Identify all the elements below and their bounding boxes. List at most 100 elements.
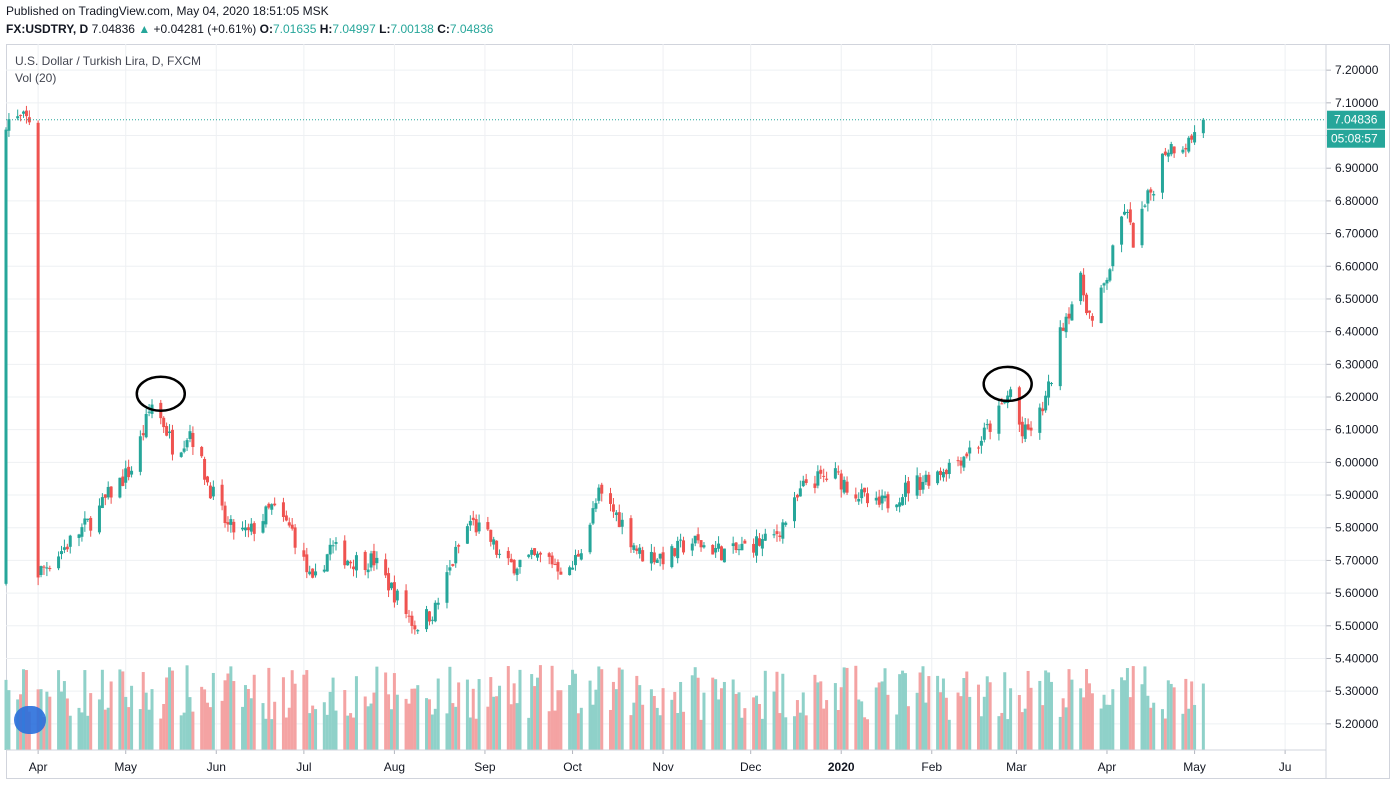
- volume-bar: [448, 666, 452, 750]
- candle-body: [57, 556, 61, 569]
- candle-body: [305, 554, 309, 573]
- candle-body: [760, 539, 764, 549]
- volume-bar: [597, 666, 601, 750]
- volume-bar: [1038, 680, 1042, 750]
- y-tick-label: 6.20000: [1335, 390, 1379, 404]
- candle-body: [903, 482, 907, 497]
- x-tick-label: 2020: [828, 760, 855, 774]
- candle-body: [1149, 189, 1153, 193]
- volume-bar: [425, 698, 429, 750]
- candle-body: [369, 553, 373, 568]
- volume-bar: [591, 704, 595, 750]
- volume-bar: [451, 703, 455, 750]
- candle-body: [1108, 269, 1112, 281]
- volume-bar: [1047, 672, 1051, 750]
- volume-bar: [392, 673, 396, 750]
- candle-body: [860, 489, 864, 499]
- candle-body: [1184, 147, 1188, 150]
- volume-bar: [1026, 670, 1030, 750]
- volume-bar: [267, 667, 271, 750]
- last-price: 7.04836: [91, 22, 135, 36]
- candle-body: [103, 494, 107, 498]
- volume-bar: [168, 667, 172, 750]
- volume-bar: [477, 679, 481, 750]
- candle-body: [1090, 315, 1094, 321]
- x-tick-label: Jul: [296, 760, 311, 774]
- y-tick-label: 6.90000: [1335, 161, 1379, 175]
- volume-bar: [1122, 680, 1126, 750]
- volume-bar: [536, 677, 540, 750]
- candle-body: [711, 545, 715, 555]
- volume-bar: [243, 685, 247, 750]
- candle-body: [492, 539, 496, 545]
- volume-bar: [203, 689, 207, 750]
- candle-body: [1061, 327, 1065, 331]
- candle-body: [1187, 137, 1191, 152]
- volume-bar: [863, 717, 867, 750]
- volume-bar: [901, 670, 905, 750]
- candle-body: [410, 615, 414, 626]
- candle-body: [200, 446, 204, 457]
- volume-bar: [1003, 672, 1007, 750]
- volume-bar: [833, 683, 837, 750]
- candle-body: [1131, 222, 1135, 248]
- volume-bar: [264, 718, 268, 750]
- candle-body: [924, 474, 928, 483]
- y-tick-label: 5.80000: [1335, 521, 1379, 535]
- volume-bar: [784, 717, 788, 750]
- tradingview-logo-icon[interactable]: [14, 706, 46, 734]
- x-tick-label: May: [1183, 760, 1206, 774]
- volume-bar: [179, 715, 183, 750]
- candle-body: [1152, 194, 1156, 196]
- candle-body: [387, 573, 391, 591]
- y-tick-label: 5.70000: [1335, 553, 1379, 567]
- candle-body: [1017, 387, 1021, 425]
- volume-bar: [252, 674, 256, 750]
- volume-bar: [220, 700, 224, 750]
- candle-body: [109, 486, 113, 498]
- volume-bar: [579, 707, 583, 750]
- volume-bar: [804, 715, 808, 750]
- volume-bar: [825, 700, 829, 750]
- candle-body: [997, 405, 1001, 434]
- candle-body: [968, 447, 972, 454]
- volume-bar: [474, 718, 478, 750]
- candle-body: [714, 547, 718, 553]
- candle-body: [311, 568, 315, 578]
- volume-bar: [7, 690, 11, 750]
- candle-body: [836, 471, 840, 473]
- volume-bar: [430, 714, 434, 750]
- x-tick-label: Feb: [921, 760, 942, 774]
- candle-body: [877, 496, 881, 505]
- candle-body: [819, 469, 823, 474]
- volume-bar: [947, 719, 951, 750]
- candle-body: [445, 572, 449, 603]
- volume-bar: [772, 691, 776, 750]
- candle-body: [1029, 427, 1033, 431]
- x-tick-label: Dec: [740, 760, 761, 774]
- candle-body: [68, 535, 72, 547]
- volume-bar: [568, 685, 572, 750]
- candle-body: [1026, 424, 1030, 430]
- candle-body: [144, 414, 148, 438]
- volume-bar: [530, 674, 534, 750]
- volume-bar: [655, 707, 659, 750]
- candle-body: [349, 561, 353, 564]
- candle-body: [1172, 146, 1176, 154]
- candle-body: [652, 552, 656, 563]
- volume-bar: [270, 719, 274, 750]
- candle-body: [550, 555, 554, 565]
- volume-bar: [200, 686, 204, 750]
- volume-bar: [150, 689, 154, 750]
- volume-bar: [1172, 687, 1176, 750]
- countdown-badge-label: 05:08:57: [1331, 132, 1378, 146]
- volume-bar: [83, 670, 87, 750]
- volume-bar: [366, 706, 370, 750]
- close-label: C:: [437, 22, 450, 36]
- volume-bar: [927, 676, 931, 750]
- volume-bar: [1023, 708, 1027, 750]
- candle-body: [314, 571, 318, 576]
- volume-bar: [711, 677, 715, 750]
- volume-bar: [755, 695, 759, 750]
